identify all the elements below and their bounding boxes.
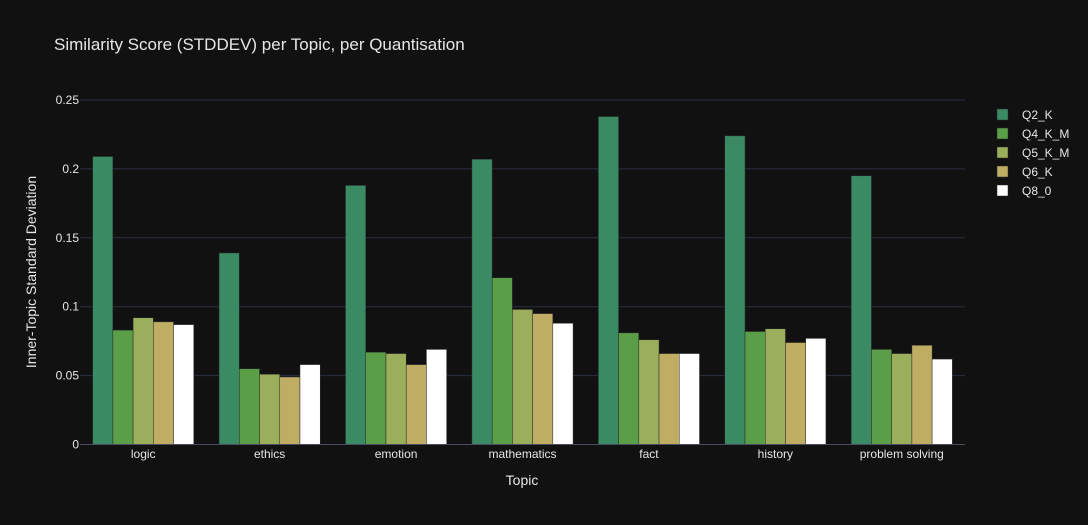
bar-q4-k-m-mathematics	[491, 277, 513, 445]
x-tick-label: fact	[639, 447, 659, 461]
bar-q5-k-m-emotion	[385, 353, 407, 445]
bar-q4-k-m-history	[744, 331, 766, 445]
bar-q5-k-m-problem-solving	[891, 353, 913, 445]
bar-q4-k-m-problem-solving	[871, 349, 892, 445]
x-axis-title: Topic	[506, 472, 539, 488]
bar-q8-0-logic	[173, 324, 195, 445]
y-tick-label: 0.15	[56, 231, 80, 245]
bar-q6-k-mathematics	[532, 313, 554, 445]
bar-q4-k-m-fact	[618, 332, 640, 445]
legend-label[interactable]: Q6_K	[1022, 165, 1053, 179]
y-tick-label: 0.05	[56, 369, 80, 383]
y-tick-label: 0.25	[56, 93, 80, 107]
legend-swatch	[996, 184, 1009, 197]
legend-swatch	[996, 127, 1009, 140]
x-tick-label: ethics	[254, 447, 285, 461]
x-tick-label: history	[758, 447, 793, 461]
bar-q4-k-m-ethics	[239, 368, 260, 445]
bar-q2-k-problem-solving	[850, 175, 872, 445]
bar-q6-k-history	[785, 342, 806, 445]
bar-q6-k-logic	[153, 321, 174, 445]
bar-q8-0-emotion	[426, 349, 447, 445]
bar-q5-k-m-ethics	[259, 373, 281, 445]
legend-label[interactable]: Q5_K_M	[1022, 146, 1069, 160]
y-tick-labels: 0 0.05 0.1 0.15 0.2 0.25	[56, 93, 80, 452]
y-tick-label: 0.1	[62, 300, 79, 314]
bar-q8-0-mathematics	[552, 322, 574, 445]
bar-q5-k-m-fact	[638, 339, 660, 445]
bar-q6-k-ethics	[279, 376, 301, 445]
chart-title: Similarity Score (STDDEV) per Topic, per…	[54, 35, 465, 54]
bar-q8-0-fact	[679, 353, 700, 445]
legend-label[interactable]: Q2_K	[1022, 108, 1053, 122]
bar-q5-k-m-history	[764, 328, 786, 445]
bar-q8-0-ethics	[299, 364, 321, 445]
x-tick-label: logic	[131, 447, 156, 461]
bar-q8-0-history	[805, 338, 827, 445]
bar-q4-k-m-emotion	[365, 351, 387, 445]
bar-q2-k-logic	[92, 156, 114, 445]
x-tick-label: mathematics	[488, 447, 556, 461]
y-tick-label: 0.2	[62, 162, 79, 176]
bar-q2-k-ethics	[218, 252, 240, 445]
legend-swatch	[996, 146, 1009, 159]
legend-label[interactable]: Q4_K_M	[1022, 127, 1069, 141]
bar-q5-k-m-logic	[132, 317, 154, 445]
y-tick-label: 0	[72, 438, 79, 452]
bar-q4-k-m-logic	[112, 329, 134, 445]
y-axis-title: Inner-Topic Standard Deviation	[23, 176, 39, 368]
bar-q2-k-emotion	[345, 185, 366, 445]
legend-swatch	[996, 165, 1009, 178]
bar-q6-k-fact	[658, 353, 680, 445]
bar-q2-k-history	[724, 135, 746, 445]
legend-swatch	[996, 108, 1009, 121]
bar-q6-k-emotion	[405, 364, 427, 445]
legend-label[interactable]: Q8_0	[1022, 184, 1052, 198]
x-tick-labels: logic ethics emotion mathematics fact history…	[131, 447, 944, 461]
bar-q6-k-problem-solving	[911, 345, 933, 445]
bar-q5-k-m-mathematics	[512, 309, 533, 445]
bar-q8-0-problem-solving	[931, 358, 953, 445]
legend: Q2_K Q4_K_M Q5_K_M Q6_K Q8_0	[996, 108, 1069, 198]
x-tick-label: problem solving	[860, 447, 944, 461]
x-tick-label: emotion	[375, 447, 418, 461]
bars	[92, 116, 953, 445]
bar-q2-k-mathematics	[471, 159, 493, 445]
bar-q2-k-fact	[598, 116, 619, 445]
